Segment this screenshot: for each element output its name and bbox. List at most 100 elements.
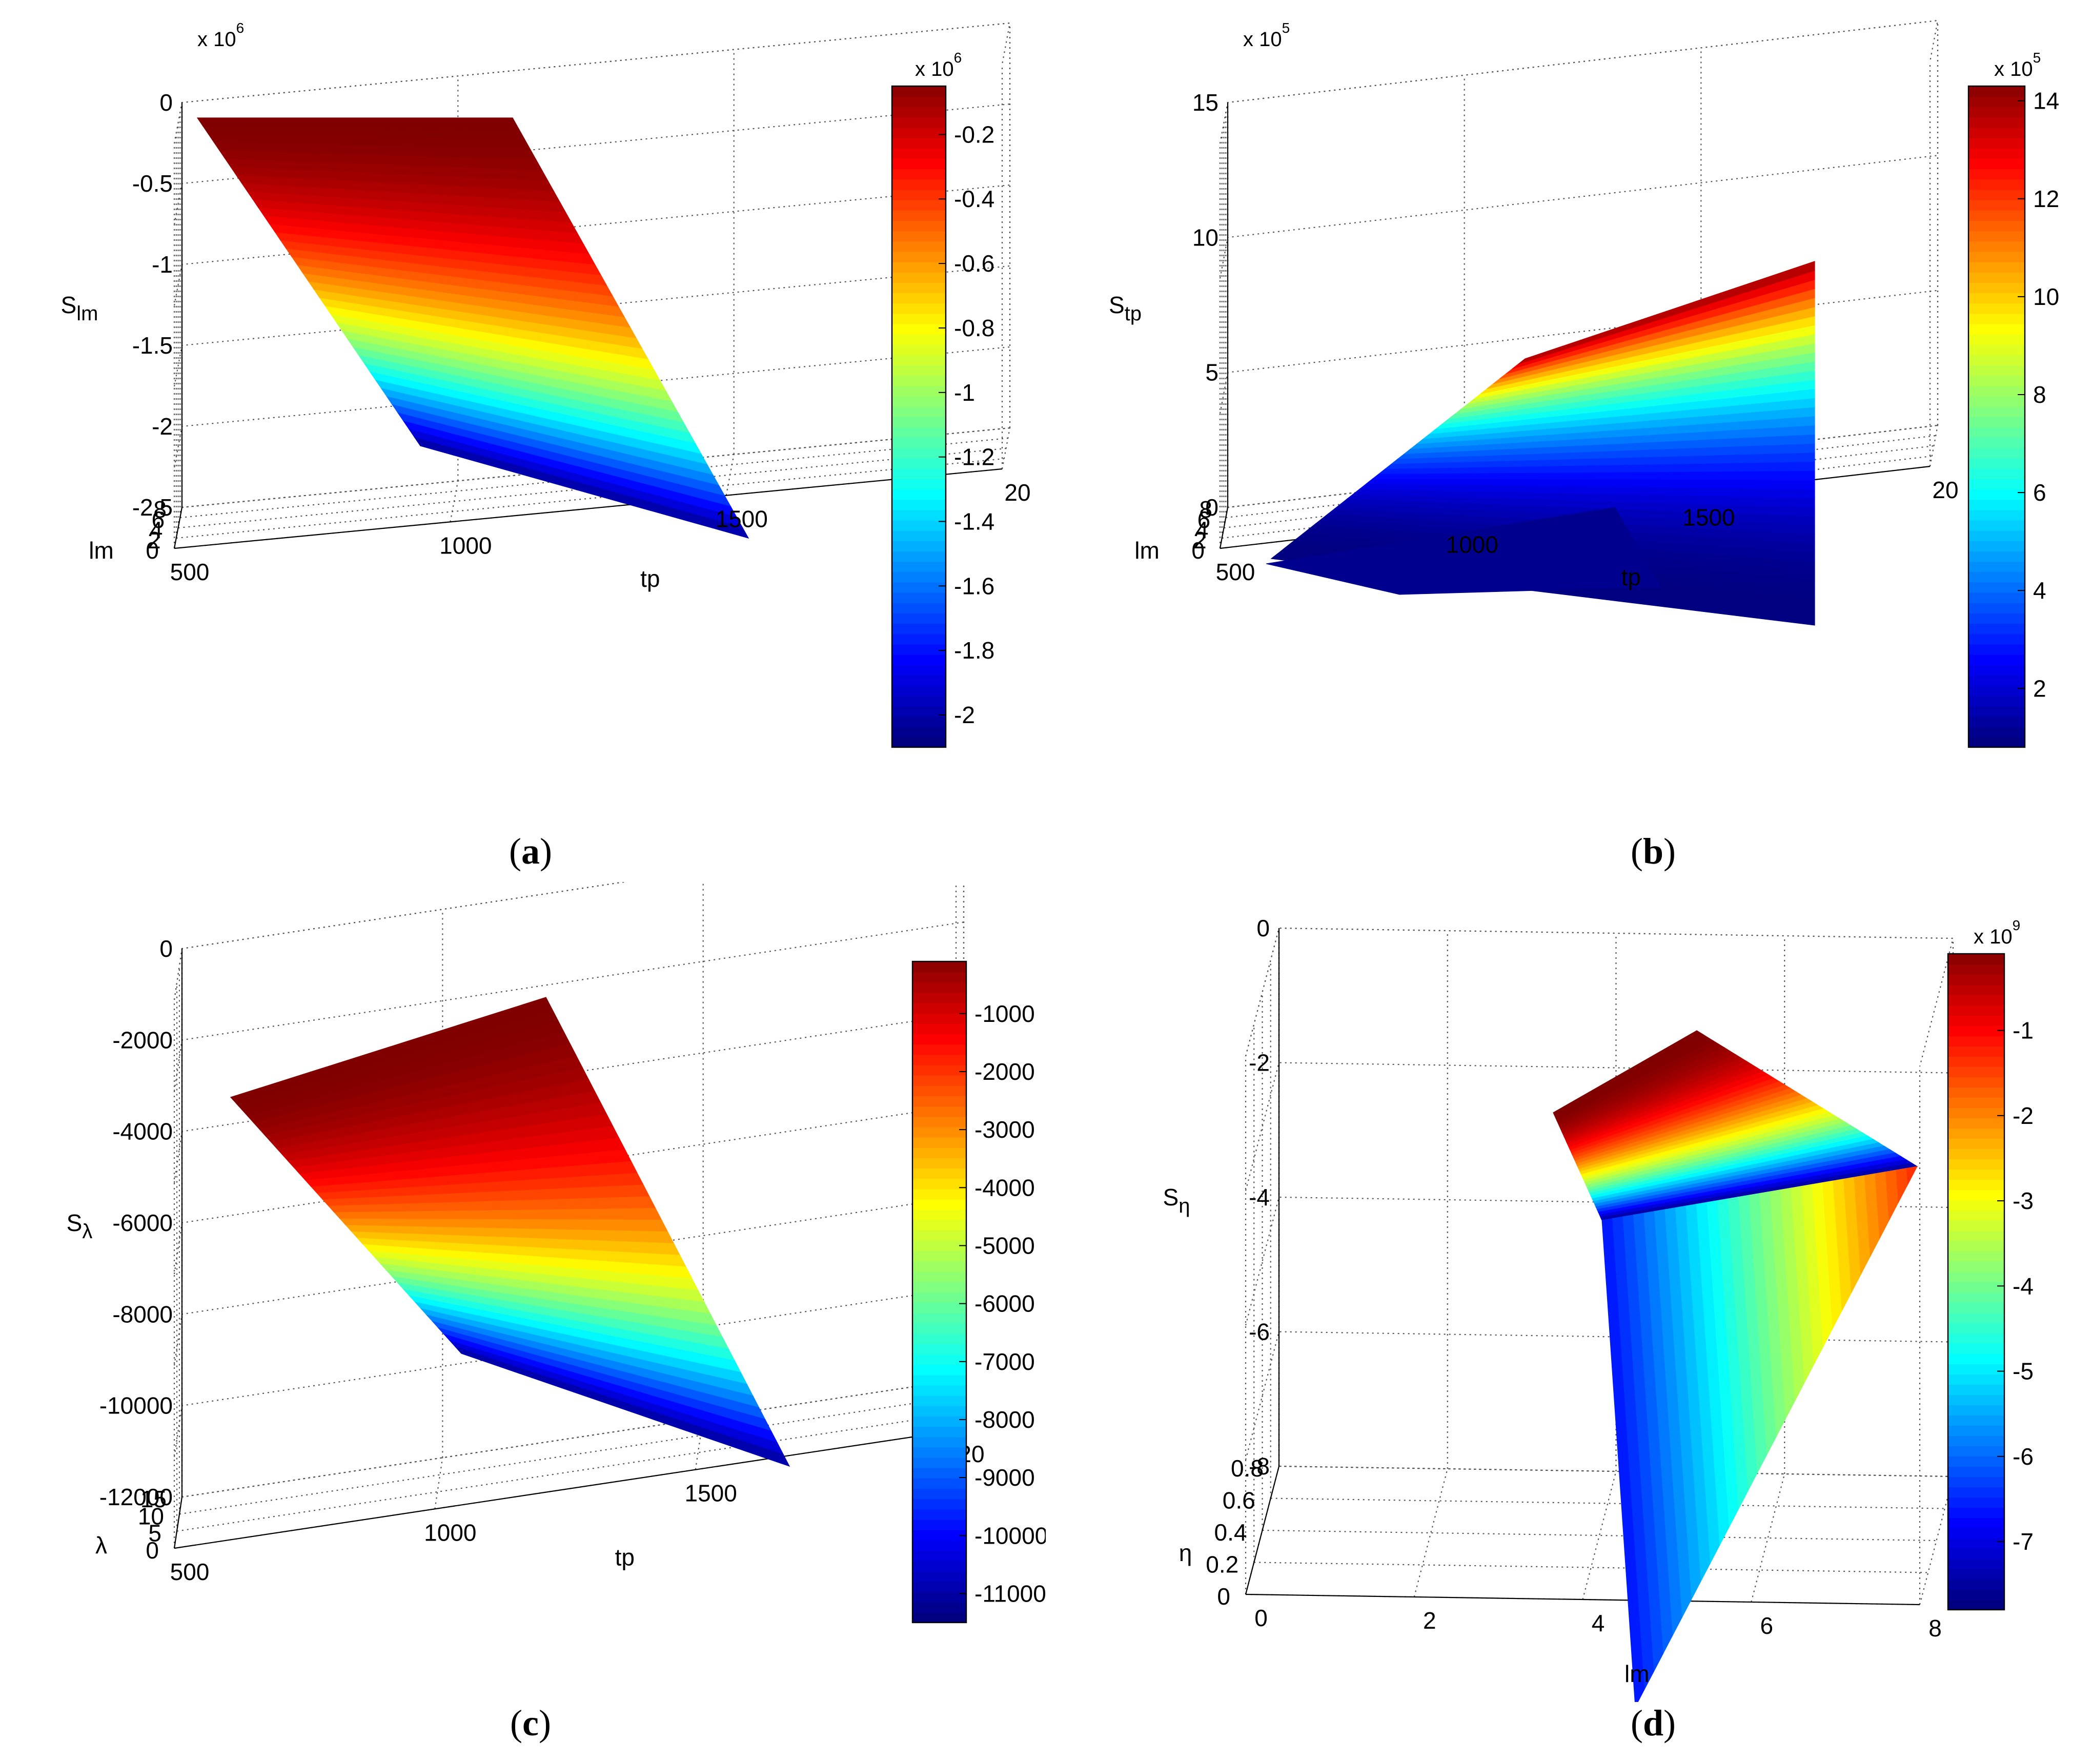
- colorbar-step-a-18: [892, 551, 946, 562]
- colorbar-tick-label-c-1: -2000: [974, 1058, 1035, 1085]
- colorbar-step-a-13: [892, 602, 946, 613]
- z-tick-label-a-3: -1.5: [132, 332, 173, 359]
- colorbar-step-b-44: [1968, 282, 2025, 294]
- colorbar-tick-label-c-8: -9000: [974, 1464, 1035, 1491]
- y-floor-gridline-d-2: [1262, 1529, 1937, 1542]
- colorbar-step-b-21: [1968, 520, 2025, 531]
- colorbar-step-a-41: [892, 313, 946, 324]
- colorbar-step-b-26: [1968, 468, 2025, 479]
- colorbar-step-a-61: [892, 107, 946, 118]
- z-tick-label-b-2: 10: [1192, 224, 1218, 251]
- colorbar-step-d-48: [1948, 1107, 2004, 1118]
- top-frame-c: [173, 882, 957, 1000]
- colorbar-step-a-12: [892, 612, 946, 624]
- colorbar-exponent-base-d: x 10: [1974, 926, 2013, 948]
- colorbar-step-d-53: [1948, 1056, 2004, 1067]
- colorbar-step-b-25: [1968, 478, 2025, 490]
- colorbar-step-d-25: [1948, 1343, 2004, 1354]
- colorbar-step-a-32: [892, 406, 946, 417]
- grid-d: [1245, 927, 1954, 1606]
- colorbar-step-b-33: [1968, 396, 2025, 407]
- colorbar-step-d-26: [1948, 1333, 2004, 1344]
- z-exponent-base-a: x 10: [197, 28, 236, 51]
- caption-b: (b): [1630, 831, 1676, 872]
- colorbar-tick-label-a-1: -0.4: [954, 186, 994, 212]
- colorbar-step-d-31: [1948, 1282, 2004, 1293]
- colorbar-step-a-6: [892, 674, 946, 686]
- colorbar-a: -0.2 -0.4 -0.6 -0.8 -1 -1.2 -1.4 -1.6 -1.8 -2: [891, 85, 994, 748]
- colorbar-step-a-50: [892, 220, 946, 232]
- colorbar-step-d-46: [1948, 1128, 2004, 1139]
- x-tick-label-a-2: 1500: [715, 506, 767, 532]
- x-tick-label-c-0: 500: [170, 1558, 210, 1585]
- x-axis-line-a: [174, 468, 1003, 549]
- colorbar-step-a-60: [892, 117, 946, 128]
- z-gridline-b-2: [1219, 155, 1938, 279]
- colorbar-c: -1000 -2000 -3000 -4000 -5000 -6000 -7000 -8000…: [911, 960, 1046, 1624]
- colorbar-step-d-54: [1948, 1046, 2004, 1057]
- colorbar-step-c-28: [912, 1323, 966, 1334]
- colorbar-step-b-0: [1968, 736, 2025, 748]
- surface-band-a-39: [414, 437, 749, 539]
- colorbar-step-c-18: [912, 1426, 966, 1438]
- colorbar-step-d-2: [1948, 1579, 2004, 1590]
- colorbar-step-d-38: [1948, 1210, 2004, 1221]
- colorbar-tick-label-b-1: 4: [2033, 577, 2046, 604]
- colorbar-step-c-2: [912, 1591, 966, 1603]
- z-tick-label-d-2: -4: [1249, 1184, 1270, 1211]
- colorbar-step-c-41: [912, 1188, 966, 1200]
- colorbar-step-b-50: [1968, 220, 2025, 232]
- colorbar-step-c-40: [912, 1199, 966, 1210]
- colorbar-step-d-51: [1948, 1077, 2004, 1088]
- y-tick-label-a-4: 8: [153, 496, 167, 523]
- colorbar-step-d-40: [1948, 1189, 2004, 1200]
- colorbar-tick-label-c-4: -5000: [974, 1232, 1035, 1259]
- colorbar-step-a-10: [892, 633, 946, 645]
- y-floor-gridline-d-3: [1270, 1498, 1945, 1509]
- colorbar-step-a-58: [892, 137, 946, 149]
- colorbar-step-c-8: [912, 1529, 966, 1541]
- y-tick-label-d-0: 0: [1217, 1583, 1230, 1610]
- colorbar-step-a-4: [892, 695, 946, 707]
- colorbar-step-c-32: [912, 1281, 966, 1293]
- colorbar-step-a-15: [892, 582, 946, 593]
- y-axis-line-c: [173, 1496, 183, 1549]
- colorbar-step-c-33: [912, 1271, 966, 1282]
- y-axis-label-d: η: [1179, 1540, 1192, 1566]
- colorbar-step-d-16: [1948, 1435, 2004, 1446]
- colorbar-step-b-43: [1968, 293, 2025, 304]
- colorbar-step-a-35: [892, 375, 946, 386]
- z-gridline-c-6: [173, 1378, 964, 1549]
- colorbar-step-a-48: [892, 241, 946, 252]
- colorbar-step-d-43: [1948, 1159, 2004, 1170]
- x-floor-gridline-b-3: [1929, 425, 1939, 467]
- colorbar-step-b-18: [1968, 551, 2025, 562]
- colorbar-step-b-42: [1968, 303, 2025, 314]
- surface-a: [196, 117, 749, 539]
- colorbar-step-b-49: [1968, 231, 2025, 242]
- colorbar-step-a-23: [892, 499, 946, 510]
- colorbar-step-c-30: [912, 1302, 966, 1314]
- z-axis-label-sub-c: λ: [82, 1220, 92, 1243]
- colorbar-step-b-11: [1968, 623, 2025, 634]
- colorbar-tick-label-c-9: -10000: [974, 1522, 1046, 1549]
- colorbar-step-a-62: [892, 96, 946, 108]
- colorbar-step-a-57: [892, 148, 946, 159]
- colorbar-step-b-7: [1968, 664, 2025, 675]
- colorbar-step-b-23: [1968, 499, 2025, 510]
- colorbar-step-b-59: [1968, 127, 2025, 138]
- colorbar-step-c-51: [912, 1085, 966, 1097]
- colorbar-tick-label-b-0: 2: [2033, 675, 2046, 702]
- z-exponent-base-b: x 10: [1243, 28, 1282, 51]
- colorbar-exponent-power-d: 9: [2013, 917, 2021, 933]
- panel-b: 0 5 10 15 500 1000 1500 20 0 2 4 6 8 tp lm Stp x 105 2 4 6 8…: [1046, 0, 2091, 882]
- colorbar-frame-c: [911, 960, 967, 1624]
- colorbar-step-d-27: [1948, 1323, 2004, 1334]
- colorbar-step-d-45: [1948, 1138, 2004, 1149]
- colorbar-step-a-28: [892, 447, 946, 459]
- colorbar-tick-label-c-6: -7000: [974, 1348, 1035, 1375]
- caption-c: (c): [510, 1703, 551, 1744]
- colorbar-step-a-30: [892, 427, 946, 438]
- x-tick-label-b-1: 1000: [1446, 531, 1498, 558]
